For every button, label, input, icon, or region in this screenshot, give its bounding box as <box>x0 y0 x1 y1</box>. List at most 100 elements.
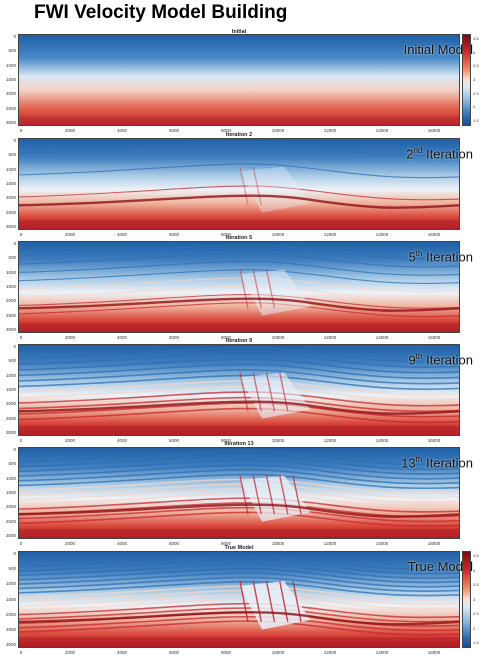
colorbar-ticks: 4.5 4 3.5 3 2.5 2 1.5 <box>473 551 485 648</box>
y-tick-label: 2500 <box>5 105 16 111</box>
y-axis-ticks: 0 500 1000 1500 2000 2500 3000 <box>2 344 16 436</box>
x-tick-label: 16000 <box>427 335 441 340</box>
panel-label-tail: Iteration <box>422 146 473 162</box>
y-tick-label: 3000 <box>5 224 16 229</box>
panel-label-text: 2 <box>406 146 414 162</box>
x-tick-label: 12000 <box>323 128 337 133</box>
x-tick-label: 6000 <box>168 650 180 655</box>
x-tick-label: 12000 <box>323 232 337 237</box>
colorbar-tick-label: 3.5 <box>473 582 479 587</box>
y-tick-label: 1500 <box>5 77 16 82</box>
y-tick-label: 2000 <box>5 195 16 201</box>
x-tick-label: 4000 <box>116 335 128 340</box>
y-tick-label: 2000 <box>5 504 16 510</box>
y-tick-label: 1000 <box>5 62 16 68</box>
x-tick-label: 6000 <box>168 438 180 443</box>
velocity-image <box>18 34 460 126</box>
x-tick-label: 4000 <box>116 541 128 546</box>
x-tick-label: 2000 <box>64 232 76 237</box>
x-tick-label: 12000 <box>323 650 337 655</box>
y-tick-label: 1000 <box>5 581 16 587</box>
panel-label: 13th Iteration <box>401 455 473 470</box>
x-tick-label: 12000 <box>323 335 337 340</box>
x-axis-ticks: 0 2000 4000 6000 8000 10000 12000 14000 16000 <box>18 335 460 341</box>
x-tick-label: 10000 <box>271 438 285 443</box>
x-axis-ticks: 0 2000 4000 6000 8000 10000 12000 14000 16000 <box>18 438 460 444</box>
panel-label-text: 5 <box>408 249 416 265</box>
y-tick-label: 500 <box>8 255 16 261</box>
panel-label-text: 9 <box>408 352 416 368</box>
y-tick-label: 2000 <box>5 91 16 97</box>
y-tick-label: 500 <box>8 48 16 54</box>
velocity-image <box>18 344 460 436</box>
plot-title: True Model <box>224 545 254 551</box>
y-tick-label: 500 <box>8 358 16 364</box>
x-tick-label: 8000 <box>220 128 232 133</box>
x-tick-label: 2000 <box>64 128 76 133</box>
x-tick-label: 0 <box>19 541 23 546</box>
plot-title: Iteration 2 <box>225 132 253 138</box>
x-tick-label: 2000 <box>64 650 76 655</box>
x-axis-ticks: 0 2000 4000 6000 8000 10000 12000 14000 16000 <box>18 650 460 656</box>
x-axis-ticks: 0 2000 4000 6000 8000 10000 12000 14000 16000 <box>18 128 460 134</box>
x-tick-label: 0 <box>19 128 23 133</box>
panel-label-tail: Iteration <box>422 249 473 265</box>
panel-label-tail: Iteration <box>422 352 473 368</box>
colorbar-tick-label: 1.5 <box>473 118 479 123</box>
panel-label-sup: th <box>415 352 423 361</box>
panel-label: 2nd Iteration <box>406 146 473 161</box>
plot-title: Initial <box>231 29 247 35</box>
y-tick-label: 2500 <box>5 312 16 318</box>
colorbar <box>462 34 471 126</box>
x-tick-label: 8000 <box>220 541 232 546</box>
velocity-image <box>18 241 460 333</box>
colorbar-tick-label: 2 <box>473 104 476 110</box>
y-tick-label: 1000 <box>5 372 16 378</box>
colorbar-tick-label: 4 <box>473 49 476 55</box>
x-tick-label: 14000 <box>375 232 389 237</box>
x-tick-label: 10000 <box>271 650 285 655</box>
colorbar-tick-label: 4 <box>473 567 476 573</box>
panel-label: 5th Iteration <box>409 249 474 264</box>
x-tick-label: 8000 <box>220 650 232 655</box>
x-tick-label: 12000 <box>323 438 337 443</box>
y-tick-label: 2000 <box>5 611 16 617</box>
x-tick-label: 14000 <box>375 128 389 133</box>
y-tick-label: 0 <box>13 447 16 452</box>
x-axis-ticks: 0 2000 4000 6000 8000 10000 12000 14000 16000 <box>18 541 460 547</box>
x-tick-label: 0 <box>19 232 23 237</box>
plot-title: Iteration 5 <box>225 235 253 241</box>
y-tick-label: 3000 <box>5 642 16 647</box>
y-tick-label: 1500 <box>5 387 16 392</box>
x-tick-label: 16000 <box>427 438 441 443</box>
panel-label-text: 13 <box>401 455 416 471</box>
panel-label-tail: Iteration <box>422 455 473 471</box>
y-tick-label: 1500 <box>5 596 16 602</box>
colorbar-tick-label: 4.5 <box>473 36 479 41</box>
y-tick-label: 2500 <box>5 209 16 215</box>
colorbar <box>462 551 471 648</box>
y-tick-label: 1000 <box>5 475 16 481</box>
y-tick-label: 2000 <box>5 298 16 304</box>
x-tick-label: 2000 <box>64 541 76 546</box>
x-tick-label: 10000 <box>271 232 285 237</box>
x-tick-label: 8000 <box>220 232 232 237</box>
panel-label-sup: nd <box>413 146 423 155</box>
x-tick-label: 14000 <box>375 335 389 340</box>
y-tick-label: 500 <box>8 566 16 572</box>
y-tick-label: 2500 <box>5 626 16 632</box>
panel-label-sup: th <box>415 249 423 258</box>
colorbar-tick-label: 2.5 <box>473 611 479 616</box>
x-tick-label: 10000 <box>271 541 285 546</box>
y-tick-label: 0 <box>13 241 16 246</box>
y-tick-label: 1500 <box>5 490 16 495</box>
x-tick-label: 2000 <box>64 335 76 340</box>
x-axis-ticks: 0 2000 4000 6000 8000 10000 12000 14000 16000 <box>18 232 460 238</box>
y-tick-label: 3000 <box>5 327 16 332</box>
x-tick-label: 6000 <box>168 541 180 546</box>
x-tick-label: 16000 <box>427 232 441 237</box>
colorbar-tick-label: 1.5 <box>473 640 479 645</box>
y-axis-ticks: 0 500 1000 1500 2000 2500 3000 <box>2 551 16 648</box>
x-tick-label: 4000 <box>116 232 128 237</box>
x-tick-label: 6000 <box>168 128 180 133</box>
